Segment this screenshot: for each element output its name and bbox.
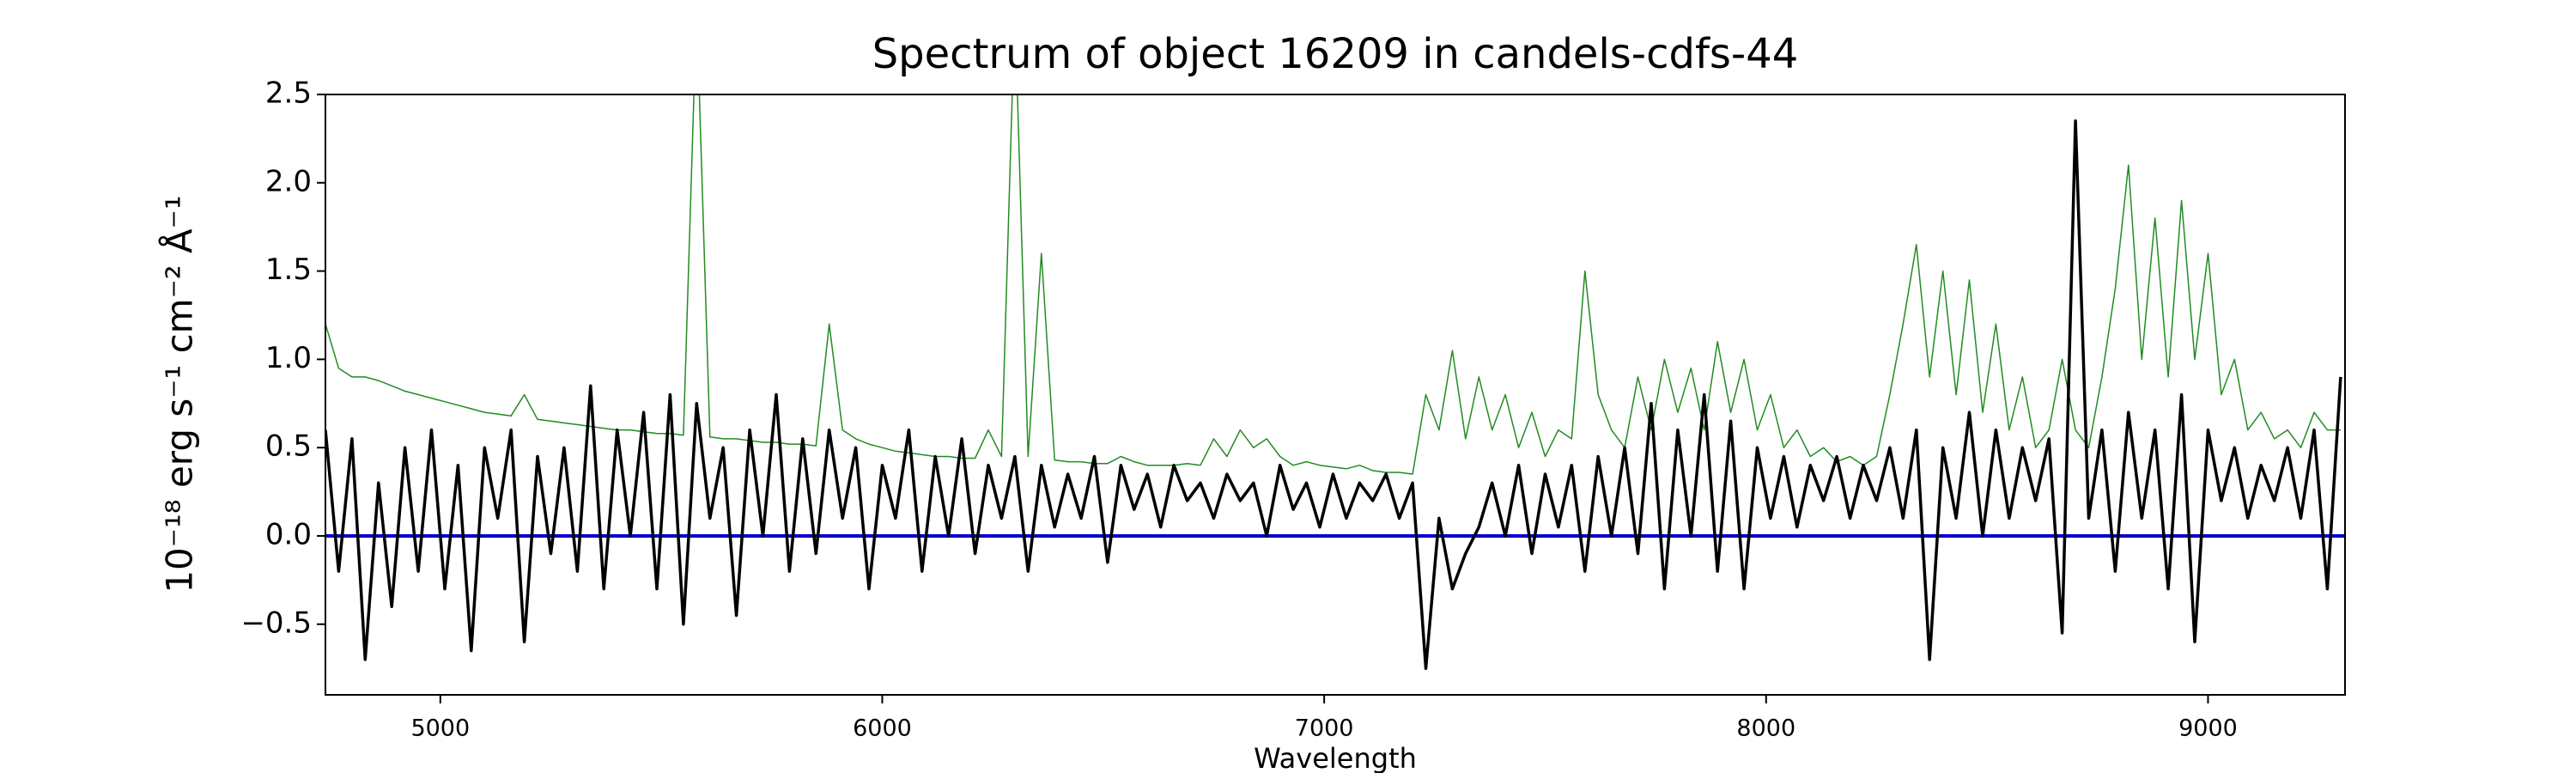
x-tick-label: 8000 [1736,715,1795,742]
axes-frame [325,94,2346,696]
y-tick-label: 1.5 [265,253,312,287]
x-axis-label: Wavelength [1254,742,1417,773]
chart-title: Spectrum of object 16209 in candels-cdfs… [872,30,1799,78]
x-tick-label: 5000 [410,715,470,742]
spectrum-line [325,94,2341,475]
y-tick-label: 0.5 [265,429,312,464]
y-tick-label: 2.5 [265,76,312,111]
x-tick-label: 9000 [2178,715,2238,742]
spectrum-line [325,119,2342,670]
y-axis-label: 10⁻¹⁸ erg s⁻¹ cm⁻² Å⁻¹ [158,195,201,593]
plot-area [325,94,2345,670]
y-tick-label: −0.5 [240,606,312,640]
y-tick-label: 0.0 [265,517,312,551]
x-tick-label: 6000 [853,715,912,742]
y-tick-label: 1.0 [265,341,312,375]
x-tick-label: 7000 [1295,715,1354,742]
y-tick-label: 2.0 [265,164,312,198]
